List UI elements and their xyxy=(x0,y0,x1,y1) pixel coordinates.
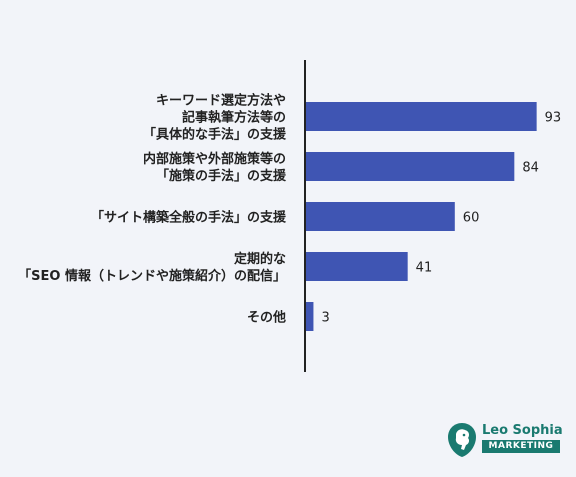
bar xyxy=(306,202,455,231)
data-label: 3 xyxy=(321,311,329,326)
category-label: 「SEO 情報（トレンドや施策紹介）の配信」 xyxy=(18,268,286,284)
bar xyxy=(306,152,515,181)
data-label: 84 xyxy=(522,161,539,176)
brand-logo: Leo Sophia MARKETING xyxy=(446,420,566,460)
lion-icon xyxy=(448,423,476,457)
category-label: 「サイト構築全般の手法」の支援 xyxy=(91,210,287,226)
category-label: 「具体的な手法」の支援 xyxy=(143,127,287,143)
category-label: キーワード選定方法や xyxy=(156,93,286,109)
category-label: 内部施策や外部施策等の xyxy=(143,151,286,167)
category-label: 記事執筆方法等の xyxy=(182,110,286,126)
data-label: 41 xyxy=(416,261,433,276)
data-label: 93 xyxy=(545,111,562,126)
logo-subtitle: MARKETING xyxy=(482,440,560,453)
category-label: 「施策の手法」の支援 xyxy=(156,168,287,184)
category-label: 定期的な xyxy=(233,251,286,267)
bar xyxy=(306,252,408,281)
category-label: その他 xyxy=(247,310,286,326)
data-label: 60 xyxy=(463,211,480,226)
bar xyxy=(306,302,314,331)
logo-name: Leo Sophia xyxy=(482,423,563,438)
bar xyxy=(306,102,537,131)
